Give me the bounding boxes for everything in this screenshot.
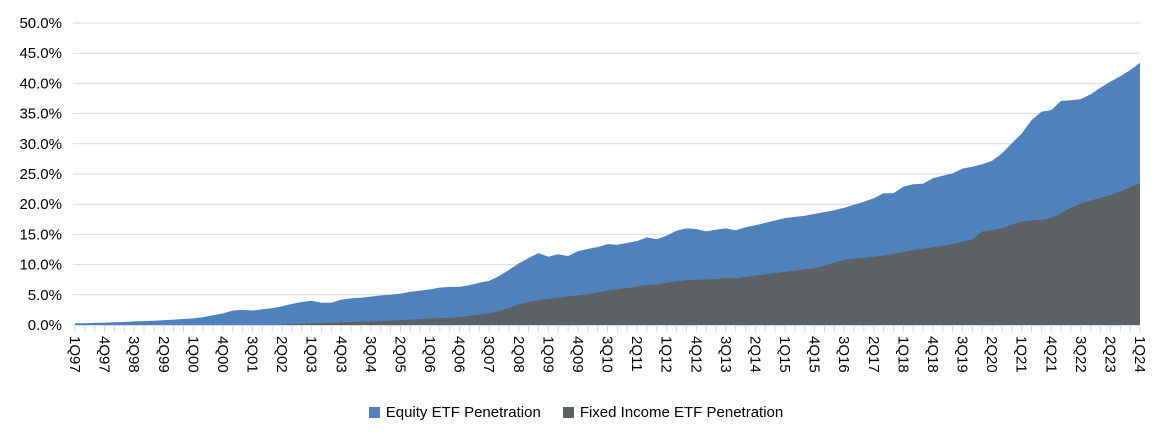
svg-text:2Q17: 2Q17 xyxy=(865,336,882,373)
legend-swatch-equity xyxy=(368,407,380,418)
svg-text:25.0%: 25.0% xyxy=(19,166,62,183)
svg-text:1Q18: 1Q18 xyxy=(894,336,911,373)
y-axis-tick-labels: 50.0% 45.0% 40.0% 35.0% 30.0% 25.0% 20.0% 15.0%… xyxy=(19,15,62,334)
svg-text:3Q16: 3Q16 xyxy=(835,336,852,373)
svg-text:2Q11: 2Q11 xyxy=(628,336,645,372)
svg-text:3Q10: 3Q10 xyxy=(599,336,616,373)
svg-text:4Q21: 4Q21 xyxy=(1042,336,1059,373)
svg-text:4Q00: 4Q00 xyxy=(214,336,231,373)
svg-text:4Q97: 4Q97 xyxy=(96,336,113,373)
svg-text:45.0%: 45.0% xyxy=(19,45,62,62)
svg-text:2Q99: 2Q99 xyxy=(155,336,172,373)
legend-label-fixed-income: Fixed Income ETF Penetration xyxy=(579,404,784,421)
svg-text:3Q04: 3Q04 xyxy=(362,336,379,373)
svg-text:4Q06: 4Q06 xyxy=(451,336,468,373)
svg-text:2Q23: 2Q23 xyxy=(1101,336,1118,373)
svg-text:4Q09: 4Q09 xyxy=(569,336,586,373)
svg-text:1Q06: 1Q06 xyxy=(421,336,438,373)
svg-text:4Q12: 4Q12 xyxy=(687,336,704,373)
svg-text:1Q15: 1Q15 xyxy=(776,336,793,373)
svg-text:3Q98: 3Q98 xyxy=(125,336,142,373)
svg-text:1Q00: 1Q00 xyxy=(184,336,201,373)
x-axis-ticks xyxy=(74,326,1141,332)
svg-text:20.0%: 20.0% xyxy=(19,196,62,213)
svg-text:2Q05: 2Q05 xyxy=(391,336,408,373)
svg-text:1Q12: 1Q12 xyxy=(658,336,675,373)
svg-text:4Q18: 4Q18 xyxy=(924,336,941,373)
legend-item-fixed-income: Fixed Income ETF Penetration xyxy=(562,404,784,421)
svg-text:4Q03: 4Q03 xyxy=(332,336,349,373)
svg-text:2Q08: 2Q08 xyxy=(510,336,527,373)
svg-text:3Q13: 3Q13 xyxy=(717,336,734,373)
svg-text:1Q09: 1Q09 xyxy=(539,336,556,373)
svg-text:10.0%: 10.0% xyxy=(19,257,62,274)
svg-text:1Q21: 1Q21 xyxy=(1013,336,1030,373)
x-axis-labels: 1Q97 4Q97 3Q98 2Q99 1Q00 4Q00 3Q01 2Q02 1Q03 4Q03… xyxy=(66,336,1148,373)
svg-text:3Q01: 3Q01 xyxy=(244,336,261,373)
chart-legend: Equity ETF Penetration Fixed Income ETF … xyxy=(0,404,1152,421)
svg-text:2Q14: 2Q14 xyxy=(746,336,763,373)
svg-text:15.0%: 15.0% xyxy=(19,226,62,243)
svg-text:40.0%: 40.0% xyxy=(19,75,62,92)
svg-text:2Q20: 2Q20 xyxy=(983,336,1000,373)
svg-text:3Q19: 3Q19 xyxy=(954,336,971,373)
legend-item-equity: Equity ETF Penetration xyxy=(368,404,541,421)
svg-text:2Q02: 2Q02 xyxy=(273,336,290,373)
legend-label-equity: Equity ETF Penetration xyxy=(385,404,541,421)
svg-text:3Q07: 3Q07 xyxy=(480,336,497,373)
svg-text:1Q03: 1Q03 xyxy=(303,336,320,373)
svg-text:50.0%: 50.0% xyxy=(19,15,62,32)
svg-text:30.0%: 30.0% xyxy=(19,136,62,153)
svg-text:3Q22: 3Q22 xyxy=(1072,336,1089,373)
legend-swatch-fixed-income xyxy=(562,407,574,418)
svg-text:4Q15: 4Q15 xyxy=(806,336,823,373)
svg-text:1Q24: 1Q24 xyxy=(1131,336,1148,373)
fixed-income-area xyxy=(75,183,1140,325)
svg-text:5.0%: 5.0% xyxy=(28,287,62,304)
svg-text:35.0%: 35.0% xyxy=(19,106,62,123)
svg-text:1Q97: 1Q97 xyxy=(66,336,83,373)
svg-text:0.0%: 0.0% xyxy=(28,317,62,334)
